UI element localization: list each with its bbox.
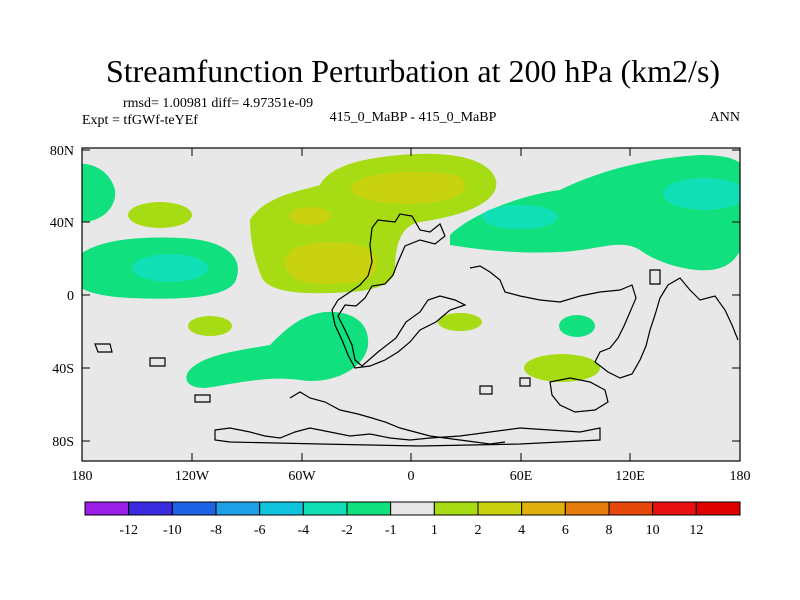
colorbar-swatch bbox=[259, 501, 304, 516]
contour-negative-south bbox=[186, 311, 369, 388]
colorbar-label: -8 bbox=[210, 523, 222, 538]
coast-asia bbox=[469, 265, 739, 379]
lat-tick-label: 0 bbox=[67, 289, 74, 304]
contour-positive-small-d bbox=[524, 354, 600, 382]
lat-tick-label: 80S bbox=[52, 435, 74, 450]
colorbar-swatch bbox=[652, 501, 697, 516]
colorbar-swatch bbox=[521, 501, 566, 516]
lon-tick-label: 60E bbox=[510, 469, 533, 484]
coast-europe-africa bbox=[331, 213, 467, 369]
coast-islands-e bbox=[479, 269, 661, 395]
contour-positive-small-a bbox=[128, 202, 192, 228]
colorbar-label: 10 bbox=[646, 523, 660, 538]
lat-axis bbox=[82, 149, 740, 442]
lat-tick-label: 40S bbox=[52, 362, 74, 377]
lon-tick-label: 180 bbox=[730, 469, 751, 484]
colorbar-swatch bbox=[695, 501, 741, 516]
colorbar-label: 2 bbox=[475, 523, 482, 538]
stats-label: rmsd= 1.00981 diff= 4.97351e-09 bbox=[123, 96, 313, 111]
lon-tick-label: 60W bbox=[288, 469, 316, 484]
contour-negative-east-core-a bbox=[482, 205, 558, 229]
colorbar-label: 12 bbox=[689, 523, 703, 538]
colorbar-label: -6 bbox=[254, 523, 266, 538]
contour-negative-west-core bbox=[132, 254, 208, 282]
lat-tick-label: 40N bbox=[50, 216, 74, 231]
coast-south-america bbox=[289, 391, 506, 445]
contour-negative-east-core-b bbox=[663, 178, 740, 210]
colorbar-swatch bbox=[564, 501, 610, 516]
coast-islands-w bbox=[94, 343, 211, 403]
colorbar-label: -10 bbox=[163, 523, 182, 538]
colorbar-swatch bbox=[302, 501, 348, 516]
colorbar-label: -4 bbox=[297, 523, 309, 538]
contour-negative-nw bbox=[82, 163, 116, 222]
contour-positive-4b bbox=[284, 242, 377, 284]
experiment-label: Expt = tfGWf-teYEf bbox=[82, 113, 198, 128]
map-field bbox=[82, 148, 740, 461]
colorbar-swatch bbox=[346, 501, 392, 516]
case-label: 415_0_MaBP - 415_0_MaBP bbox=[330, 110, 497, 125]
season-label: ANN bbox=[710, 110, 740, 125]
lat-tick-label: 80N bbox=[50, 144, 74, 159]
colorbar-label: 1 bbox=[431, 523, 438, 538]
contour-positive-small-c bbox=[438, 313, 482, 331]
colorbar-label: -2 bbox=[341, 523, 353, 538]
colorbar-swatch bbox=[608, 501, 654, 516]
lon-tick-label: 0 bbox=[408, 469, 415, 484]
lon-tick-label: 120E bbox=[615, 469, 645, 484]
figure-title: Streamfunction Perturbation at 200 hPa (… bbox=[106, 53, 720, 89]
contour-positive-4 bbox=[350, 171, 466, 204]
colorbar-label: 8 bbox=[606, 523, 613, 538]
contour-positive-small-b bbox=[188, 316, 232, 336]
lon-tick-label: 180 bbox=[72, 469, 93, 484]
colorbar-swatch bbox=[84, 501, 130, 516]
colorbar-label: -12 bbox=[119, 523, 138, 538]
colorbar-swatch bbox=[128, 501, 173, 516]
contour-negative-small-e bbox=[559, 315, 595, 337]
colorbar-swatch bbox=[477, 501, 523, 516]
lon-tick-label: 120W bbox=[175, 469, 210, 484]
colorbar-label: 4 bbox=[518, 523, 525, 538]
colorbar-swatch bbox=[215, 501, 261, 516]
coast-australia bbox=[549, 377, 609, 413]
colorbar-swatch bbox=[171, 501, 217, 516]
contour-negative-east bbox=[450, 155, 740, 271]
contour-positive-4c bbox=[289, 206, 332, 226]
coastlines bbox=[94, 213, 739, 447]
colorbar: -12 -10 -8 -6 -4 -2 -1 1 2 4 6 8 10 12 bbox=[84, 501, 741, 538]
lon-axis bbox=[191, 148, 631, 461]
colorbar-swatch bbox=[390, 501, 435, 516]
colorbar-swatch bbox=[433, 501, 479, 516]
colorbar-label: -1 bbox=[385, 523, 397, 538]
coast-antarctica bbox=[214, 427, 601, 447]
colorbar-label: 6 bbox=[562, 523, 569, 538]
